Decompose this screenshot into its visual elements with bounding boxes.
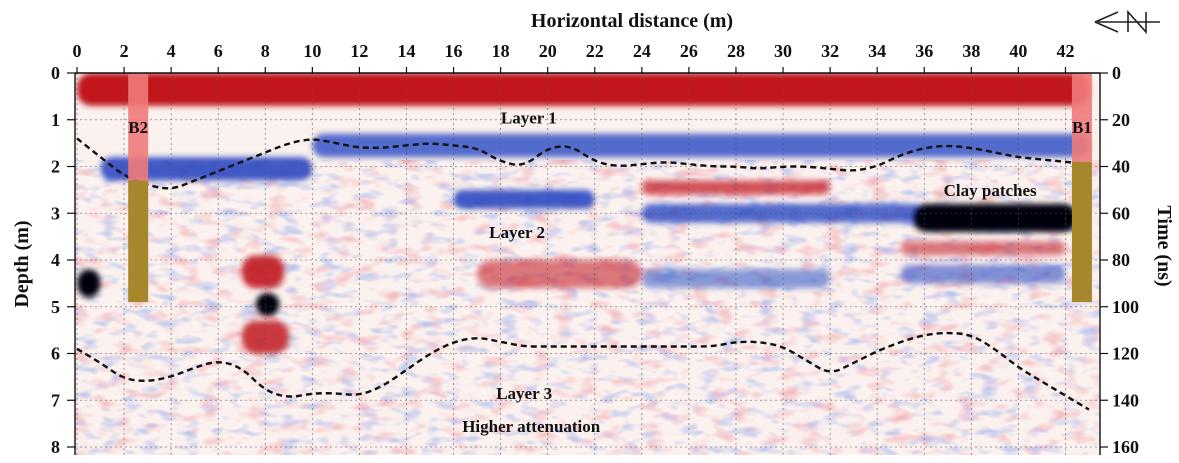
y-tick-label: 0: [51, 63, 60, 83]
y2-tick-label: 0: [1112, 63, 1121, 83]
x-tick-label: 34: [868, 41, 886, 61]
borehole-label: B1: [1072, 118, 1092, 137]
y-tick-label: 2: [51, 157, 60, 177]
y2-tick-label: 140: [1112, 390, 1139, 410]
reflection-band: [641, 180, 831, 195]
y2-tick-label: 80: [1112, 250, 1130, 270]
x-tick-label: 40: [1009, 41, 1027, 61]
x-tick-label: 18: [492, 41, 510, 61]
y-tick-label: 1: [51, 110, 60, 130]
x-tick-label: 16: [445, 41, 463, 61]
borehole-label: B2: [128, 118, 148, 137]
borehole-lower-segment: [128, 180, 149, 303]
y2-tick-label: 100: [1112, 297, 1139, 317]
y-tick-label: 6: [51, 344, 60, 364]
borehole-upper-segment: [1071, 73, 1092, 162]
annotations: Layer 1 Layer 2 Layer 3 Higher attenuation C…: [462, 108, 1037, 436]
north-arrow-icon: [1094, 9, 1160, 35]
annotation-label: Layer 2: [489, 223, 545, 242]
annotation-label: Layer 3: [496, 384, 552, 403]
y-axis-title: Depth (m): [11, 220, 33, 307]
plot-grid: [75, 72, 1100, 455]
x-tick-label: 10: [303, 41, 321, 61]
x-tick-label: 6: [214, 41, 223, 61]
x-tick-label: 32: [821, 41, 839, 61]
y-tick-label: 3: [51, 203, 60, 223]
x-tick-label: 36: [915, 41, 933, 61]
interface-layer-2-3-boundary: [76, 331, 1090, 411]
x-tick-label: 12: [350, 41, 368, 61]
y2-axis-ticks: 0 20 40 60 80 100 120 140 160: [1100, 63, 1139, 457]
borehole-upper-segment: [128, 73, 149, 181]
reflection-band: [241, 320, 289, 354]
x-tick-label: 26: [680, 41, 698, 61]
x-axis-ticks: 0 2 4 6 8 10 12 14 16 18 20 22 24 26 28 30 32 34 36 38 40 42: [73, 41, 1074, 73]
boreholes: B2 B1: [128, 73, 1092, 303]
x-tick-label: 22: [586, 41, 604, 61]
reflection-band: [100, 157, 313, 181]
y2-tick-label: 40: [1112, 157, 1130, 177]
x-tick-label: 8: [261, 41, 270, 61]
y2-tick-label: 160: [1112, 437, 1139, 457]
borehole-lower-segment: [1071, 161, 1092, 303]
layer-interfaces: [76, 137, 1090, 411]
y-tick-label: 4: [51, 250, 60, 270]
reflection-band: [912, 203, 1078, 232]
x-tick-label: 30: [774, 41, 792, 61]
reflection-band: [900, 264, 1066, 284]
x-tick-label: 14: [397, 41, 415, 61]
x-tick-label: 42: [1056, 41, 1074, 61]
x-tick-label: 28: [727, 41, 745, 61]
reflection-band: [453, 189, 595, 209]
reflection-bands: [77, 73, 1089, 354]
reflection-band: [77, 269, 101, 298]
y2-tick-label: 20: [1112, 110, 1130, 130]
reflection-band: [900, 241, 1066, 256]
reflection-band: [255, 292, 280, 317]
y-tick-label: 7: [51, 390, 60, 410]
x-axis-title: Horizontal distance (m): [531, 10, 733, 32]
y2-tick-label: 60: [1112, 203, 1130, 223]
interface-layer-1-2-boundary: [76, 137, 1090, 190]
y2-axis-title: Time (ns): [1153, 205, 1175, 286]
reflection-band: [312, 133, 1089, 158]
y-tick-label: 8: [51, 437, 60, 457]
annotation-label: Layer 1: [501, 108, 557, 127]
x-tick-label: 20: [539, 41, 557, 61]
reflection-band: [241, 255, 285, 289]
x-tick-label: 24: [633, 41, 651, 61]
annotation-label: Higher attenuation: [462, 417, 601, 436]
x-tick-label: 4: [167, 41, 176, 61]
y2-tick-label: 120: [1112, 344, 1139, 364]
x-tick-label: 0: [73, 41, 82, 61]
annotation-label: Clay patches: [944, 181, 1037, 200]
y-tick-label: 5: [51, 297, 60, 317]
reflection-band: [477, 260, 642, 289]
x-tick-label: 2: [120, 41, 129, 61]
x-tick-label: 38: [962, 41, 980, 61]
reflection-band: [77, 73, 1089, 106]
y-axis-ticks: 0 1 2 3 4 5 6 7 8: [51, 63, 75, 457]
